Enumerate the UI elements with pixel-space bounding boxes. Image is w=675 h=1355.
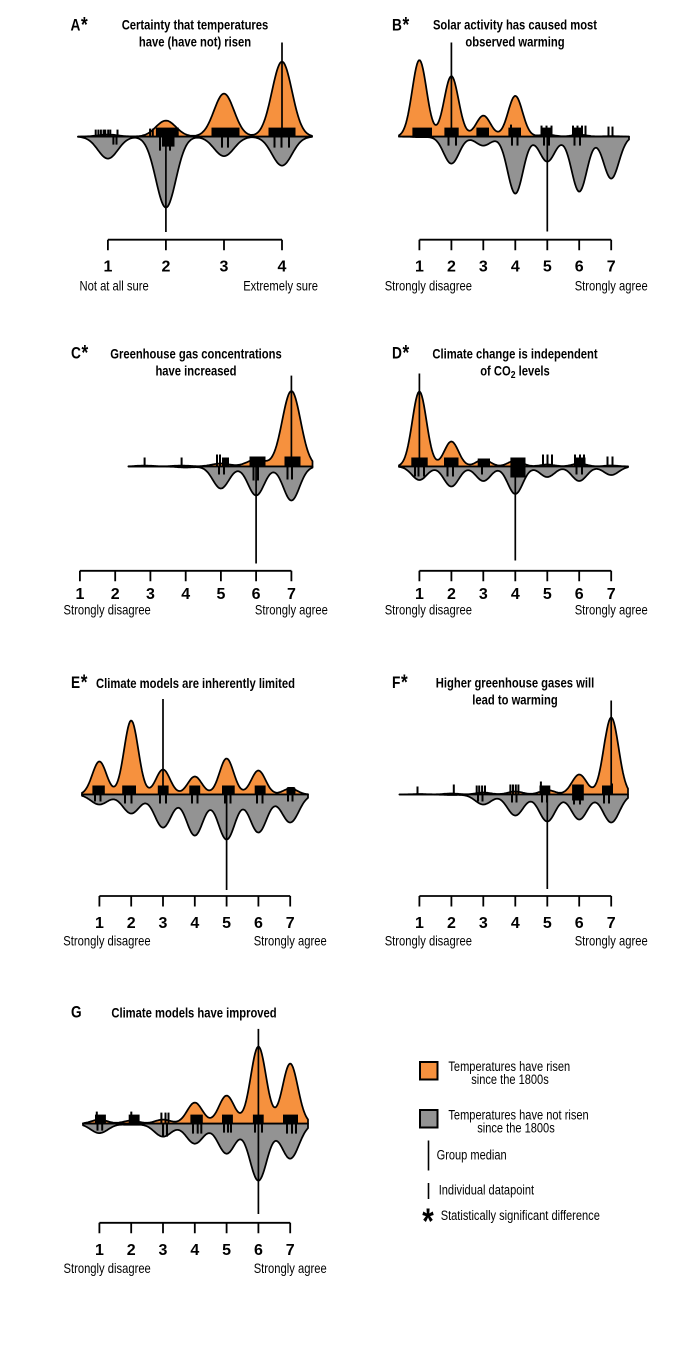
svg-text:3: 3 bbox=[220, 259, 229, 276]
svg-text:4: 4 bbox=[190, 915, 199, 932]
svg-text:2: 2 bbox=[127, 1242, 136, 1259]
svg-text:6: 6 bbox=[575, 259, 584, 276]
svg-text:2: 2 bbox=[127, 915, 136, 932]
svg-text:observed warming: observed warming bbox=[465, 35, 564, 50]
svg-text:7: 7 bbox=[607, 259, 616, 276]
svg-text:Strongly agree: Strongly agree bbox=[255, 603, 328, 618]
svg-text:C: C bbox=[71, 344, 81, 363]
svg-text:B: B bbox=[392, 16, 402, 35]
svg-text:*: * bbox=[401, 671, 408, 694]
svg-text:have (have not) risen: have (have not) risen bbox=[139, 35, 251, 50]
svg-text:lead to warming: lead to warming bbox=[472, 693, 557, 708]
svg-text:7: 7 bbox=[287, 586, 296, 603]
svg-text:*: * bbox=[403, 14, 410, 37]
svg-text:F: F bbox=[392, 673, 400, 692]
svg-text:Strongly agree: Strongly agree bbox=[575, 603, 648, 618]
svg-text:Greenhouse gas concentrations: Greenhouse gas concentrations bbox=[110, 347, 282, 362]
svg-text:*: * bbox=[81, 14, 88, 37]
svg-text:7: 7 bbox=[286, 915, 295, 932]
svg-text:Climate models are inherently: Climate models are inherently limited bbox=[96, 676, 295, 691]
svg-text:1: 1 bbox=[103, 259, 112, 276]
svg-text:3: 3 bbox=[479, 586, 488, 603]
svg-text:2: 2 bbox=[161, 259, 170, 276]
svg-text:4: 4 bbox=[181, 586, 190, 603]
svg-text:Temperatures have risen: Temperatures have risen bbox=[448, 1059, 570, 1074]
svg-text:5: 5 bbox=[222, 1242, 231, 1259]
svg-text:7: 7 bbox=[607, 586, 616, 603]
svg-text:4: 4 bbox=[190, 1242, 199, 1259]
svg-text:7: 7 bbox=[286, 1242, 295, 1259]
svg-text:6: 6 bbox=[575, 586, 584, 603]
svg-text:Extremely sure: Extremely sure bbox=[243, 279, 318, 294]
svg-text:2: 2 bbox=[447, 915, 456, 932]
svg-text:Statistically significant diff: Statistically significant difference bbox=[441, 1208, 600, 1223]
svg-text:D: D bbox=[392, 344, 402, 363]
svg-text:Certainty that temperatures: Certainty that temperatures bbox=[122, 18, 269, 33]
svg-text:5: 5 bbox=[543, 915, 552, 932]
svg-text:have increased: have increased bbox=[155, 364, 236, 379]
svg-text:Strongly disagree: Strongly disagree bbox=[63, 934, 150, 949]
svg-text:Higher greenhouse gases will: Higher greenhouse gases will bbox=[436, 676, 594, 691]
svg-text:1: 1 bbox=[75, 586, 84, 603]
svg-text:6: 6 bbox=[252, 586, 261, 603]
svg-text:7: 7 bbox=[607, 915, 616, 932]
svg-text:Strongly disagree: Strongly disagree bbox=[385, 934, 472, 949]
svg-text:1: 1 bbox=[95, 915, 104, 932]
svg-text:2: 2 bbox=[511, 369, 516, 381]
svg-text:1: 1 bbox=[415, 915, 424, 932]
svg-text:6: 6 bbox=[254, 1242, 263, 1259]
svg-text:Strongly agree: Strongly agree bbox=[254, 1261, 327, 1276]
svg-text:E: E bbox=[71, 673, 80, 692]
svg-text:Temperatures have not risen: Temperatures have not risen bbox=[448, 1108, 588, 1123]
svg-text:Strongly disagree: Strongly disagree bbox=[385, 279, 472, 294]
svg-text:Strongly disagree: Strongly disagree bbox=[64, 603, 151, 618]
svg-text:1: 1 bbox=[415, 586, 424, 603]
svg-text:3: 3 bbox=[479, 915, 488, 932]
svg-text:*: * bbox=[422, 1201, 434, 1242]
svg-text:Strongly disagree: Strongly disagree bbox=[385, 603, 472, 618]
svg-text:1: 1 bbox=[95, 1242, 104, 1259]
svg-text:1: 1 bbox=[415, 259, 424, 276]
svg-text:5: 5 bbox=[543, 586, 552, 603]
svg-text:6: 6 bbox=[575, 915, 584, 932]
svg-text:5: 5 bbox=[216, 586, 225, 603]
svg-text:A: A bbox=[71, 16, 81, 35]
svg-text:Climate change is independent: Climate change is independent bbox=[432, 347, 598, 362]
svg-text:Strongly disagree: Strongly disagree bbox=[64, 1261, 151, 1276]
svg-text:2: 2 bbox=[447, 259, 456, 276]
svg-text:2: 2 bbox=[447, 586, 456, 603]
svg-text:Individual datapoint: Individual datapoint bbox=[439, 1183, 535, 1198]
svg-text:Climate models have improved: Climate models have improved bbox=[111, 1006, 276, 1021]
svg-text:*: * bbox=[81, 671, 88, 694]
svg-text:Not at all sure: Not at all sure bbox=[80, 279, 149, 294]
svg-text:3: 3 bbox=[159, 915, 168, 932]
svg-text:Strongly agree: Strongly agree bbox=[254, 934, 327, 949]
svg-text:Strongly agree: Strongly agree bbox=[575, 934, 648, 949]
svg-text:Solar activity has caused most: Solar activity has caused most bbox=[433, 18, 597, 33]
svg-text:since the 1800s: since the 1800s bbox=[477, 1121, 555, 1136]
svg-text:4: 4 bbox=[511, 915, 520, 932]
svg-text:G: G bbox=[71, 1003, 82, 1022]
svg-text:4: 4 bbox=[511, 586, 520, 603]
svg-text:*: * bbox=[403, 342, 410, 365]
svg-text:Group median: Group median bbox=[437, 1148, 507, 1163]
svg-text:3: 3 bbox=[479, 259, 488, 276]
svg-text:6: 6 bbox=[254, 915, 263, 932]
svg-text:Strongly agree: Strongly agree bbox=[575, 279, 648, 294]
svg-text:since the 1800s: since the 1800s bbox=[471, 1072, 549, 1087]
svg-text:4: 4 bbox=[511, 259, 520, 276]
svg-text:5: 5 bbox=[543, 259, 552, 276]
svg-text:3: 3 bbox=[146, 586, 155, 603]
svg-text:levels: levels bbox=[519, 364, 551, 379]
svg-text:3: 3 bbox=[159, 1242, 168, 1259]
svg-text:4: 4 bbox=[278, 259, 287, 276]
svg-text:of CO: of CO bbox=[480, 364, 511, 379]
svg-text:2: 2 bbox=[111, 586, 120, 603]
svg-text:5: 5 bbox=[222, 915, 231, 932]
svg-text:*: * bbox=[82, 342, 89, 365]
